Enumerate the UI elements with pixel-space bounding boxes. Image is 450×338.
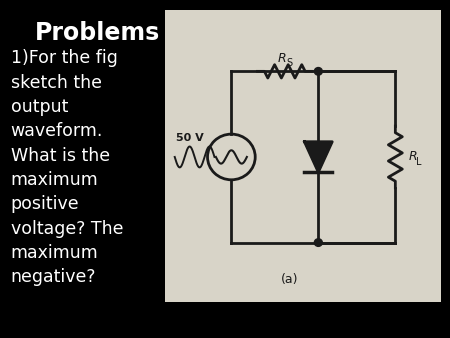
Text: R: R: [278, 52, 286, 66]
Text: Problems: Problems: [35, 21, 160, 45]
Text: 50 V: 50 V: [176, 133, 203, 143]
Text: (a): (a): [281, 273, 298, 286]
Text: 1)For the fig
sketch the
output
waveform.
What is the
maximum
positive
voltage? : 1)For the fig sketch the output waveform…: [11, 49, 123, 286]
Text: L: L: [416, 157, 422, 167]
Circle shape: [315, 239, 322, 246]
Text: S: S: [287, 58, 293, 68]
Polygon shape: [304, 142, 332, 172]
Bar: [165, 9, 441, 303]
Text: R: R: [408, 150, 417, 164]
Circle shape: [315, 68, 322, 75]
